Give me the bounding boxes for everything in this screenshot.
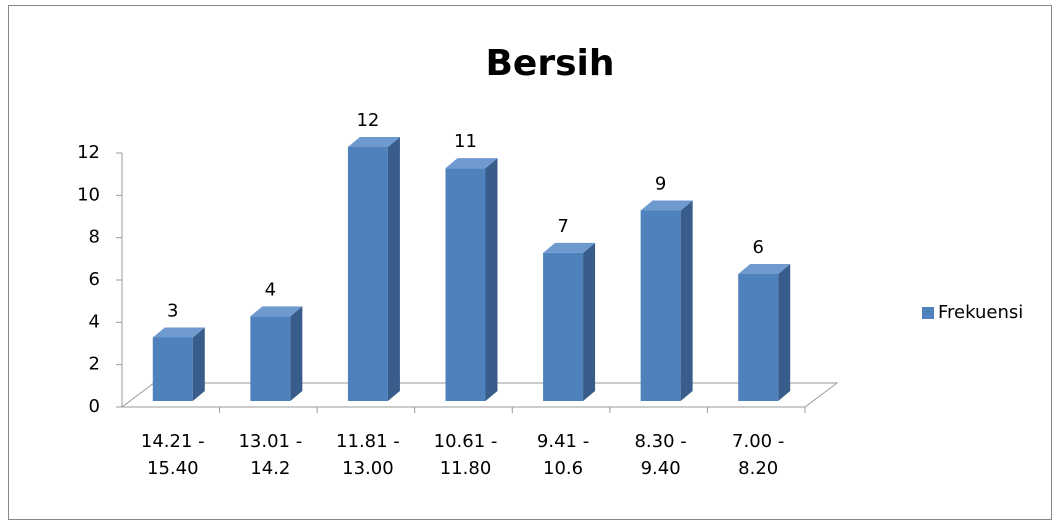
bar-front xyxy=(640,210,681,401)
bar-side xyxy=(387,137,400,401)
x-tick-label: 13.01 - 14.2 xyxy=(238,431,303,479)
bar-side xyxy=(290,306,303,401)
bar-front xyxy=(250,316,291,401)
bar-front xyxy=(738,274,779,401)
bar-front xyxy=(347,147,388,401)
data-label: 7 xyxy=(557,216,568,237)
chart-border xyxy=(8,5,1052,520)
legend-label: Frekuensi xyxy=(938,302,1023,323)
bar-top xyxy=(640,200,693,211)
bar-top xyxy=(543,242,596,253)
data-label: 4 xyxy=(265,279,276,300)
x-tick-label: 14.21 - 15.40 xyxy=(140,431,205,479)
bar-side xyxy=(583,242,596,401)
bar-top xyxy=(347,137,400,147)
bar-side xyxy=(485,158,498,401)
chart-title: Bersih xyxy=(485,43,614,84)
data-label: 9 xyxy=(655,174,666,195)
legend-swatch xyxy=(922,307,934,319)
y-tick-label: 2 xyxy=(89,354,100,375)
bar-side xyxy=(192,327,205,401)
bar-top xyxy=(738,264,791,274)
data-label: 3 xyxy=(167,301,178,322)
data-label: 11 xyxy=(454,131,477,152)
y-tick-label: 0 xyxy=(89,396,100,417)
floor xyxy=(120,382,839,408)
x-tick-label: 8.30 - 9.40 xyxy=(634,431,687,479)
bar-side xyxy=(680,200,693,401)
y-tick-label: 12 xyxy=(77,142,100,163)
bar-side xyxy=(778,264,791,401)
x-tick-label: 7.00 - 8.20 xyxy=(732,431,785,479)
bar-front xyxy=(445,168,486,401)
bar-front xyxy=(543,252,584,401)
bar-top xyxy=(250,306,303,317)
x-tick-label: 11.81 - 13.00 xyxy=(336,431,400,479)
y-tick-label: 8 xyxy=(89,227,100,248)
y-tick-label: 6 xyxy=(89,269,100,290)
data-label: 12 xyxy=(356,110,379,131)
bar-front xyxy=(152,337,193,401)
bar-top xyxy=(152,327,205,338)
bar-top xyxy=(445,158,498,169)
y-tick-label: 4 xyxy=(89,311,100,332)
y-tick-label: 10 xyxy=(77,184,100,205)
data-label: 6 xyxy=(752,237,763,258)
x-tick-label: 9.41 - 10.6 xyxy=(536,431,590,479)
x-tick-label: 10.61 - 11.80 xyxy=(433,431,498,479)
